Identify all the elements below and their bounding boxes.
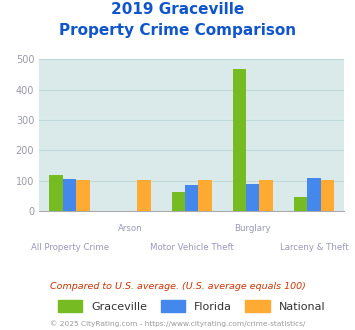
Text: Motor Vehicle Theft: Motor Vehicle Theft — [150, 243, 234, 251]
Text: © 2025 CityRating.com - https://www.cityrating.com/crime-statistics/: © 2025 CityRating.com - https://www.city… — [50, 320, 305, 327]
Bar — [321, 180, 334, 211]
Bar — [137, 180, 151, 211]
Legend: Graceville, Florida, National: Graceville, Florida, National — [54, 296, 330, 317]
Bar — [246, 184, 260, 211]
Text: Arson: Arson — [118, 224, 143, 233]
Text: All Property Crime: All Property Crime — [31, 243, 109, 251]
Text: 2019 Graceville: 2019 Graceville — [111, 2, 244, 16]
Text: Larceny & Theft: Larceny & Theft — [279, 243, 348, 251]
Bar — [260, 180, 273, 211]
Text: Compared to U.S. average. (U.S. average equals 100): Compared to U.S. average. (U.S. average … — [50, 282, 305, 291]
Bar — [198, 180, 212, 211]
Bar — [294, 197, 307, 211]
Text: Property Crime Comparison: Property Crime Comparison — [59, 23, 296, 38]
Bar — [76, 180, 90, 211]
Bar — [307, 178, 321, 211]
Bar — [185, 185, 198, 211]
Bar — [63, 179, 76, 211]
Text: Burglary: Burglary — [234, 224, 271, 233]
Bar — [233, 69, 246, 211]
Bar — [171, 192, 185, 211]
Bar — [49, 175, 63, 211]
